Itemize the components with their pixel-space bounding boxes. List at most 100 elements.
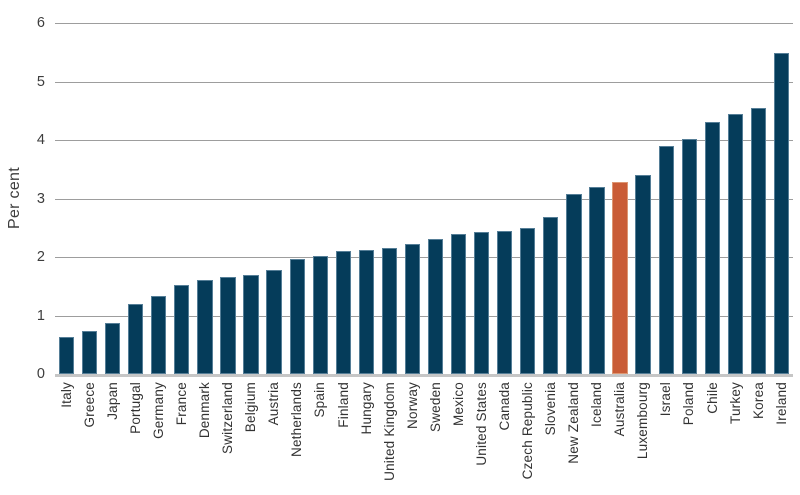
bar-slot: [562, 23, 585, 374]
bar-slot: [55, 23, 78, 374]
bar-slot: [424, 23, 447, 374]
x-axis-label: Netherlands: [289, 382, 305, 457]
y-tick-label: 4: [36, 132, 45, 149]
bar-finland: [335, 250, 351, 374]
y-tick-label: 1: [36, 307, 45, 324]
x-axis-label: Portugal: [127, 382, 143, 434]
bar-new-zealand: [566, 193, 582, 374]
bar-greece: [81, 331, 98, 374]
x-label-slot: Australia: [609, 382, 632, 436]
bar-slot: [747, 23, 770, 374]
gridline: [55, 23, 793, 24]
bar-slot: [770, 23, 793, 374]
x-axis-label: Iceland: [589, 382, 605, 427]
x-label-slot: Chile: [701, 382, 724, 414]
bar-slot: [632, 23, 655, 374]
x-label-slot: Italy: [55, 382, 78, 408]
bar-switzerland: [220, 277, 236, 374]
bar-austria: [266, 270, 282, 374]
bar-slot: [332, 23, 355, 374]
bar-germany: [151, 295, 167, 374]
bar-hungary: [358, 249, 374, 374]
bar-slot: [147, 23, 170, 374]
bar-slot: [263, 23, 286, 374]
x-axis-label: Poland: [681, 382, 697, 426]
x-axis-label: Luxembourg: [635, 382, 651, 460]
bar-slot: [286, 23, 309, 374]
bar-slot: [124, 23, 147, 374]
x-label-slot: Greece: [78, 382, 101, 427]
bar-iceland: [589, 187, 605, 374]
bar-korea: [750, 108, 767, 374]
bars-row: [55, 23, 793, 374]
bar-israel: [658, 146, 674, 374]
y-tick-label: 0: [36, 366, 45, 382]
x-axis-labels: Italy Greece Japan Portugal Germany France Den…: [55, 382, 793, 481]
x-axis-label: Israel: [658, 382, 674, 417]
bar-slot: [516, 23, 539, 374]
bar-slot: [701, 23, 724, 374]
bar-slot: [678, 23, 701, 374]
gridline: [55, 198, 793, 200]
gridline: [55, 81, 793, 83]
x-axis-label: Mexico: [450, 382, 466, 426]
bar-slot: [170, 23, 193, 374]
bar-norway: [404, 244, 421, 374]
x-label-slot: Denmark: [193, 382, 216, 438]
x-axis-label: Spain: [312, 382, 328, 418]
x-axis-label: Ireland: [773, 382, 789, 425]
bar-slovenia: [543, 216, 559, 374]
x-axis-label: Czech Republic: [520, 382, 536, 480]
x-axis-label: Germany: [151, 382, 167, 439]
bar-japan: [105, 322, 121, 374]
bar-france: [174, 285, 190, 374]
bar-slot: [193, 23, 216, 374]
x-axis-label: Sweden: [427, 382, 443, 432]
x-label-slot: Austria: [263, 382, 286, 425]
gridline: [55, 257, 793, 259]
x-label-slot: United Kingdom: [378, 382, 401, 481]
x-label-slot: Germany: [147, 382, 170, 439]
bar-spain: [312, 256, 328, 374]
bar-poland: [681, 138, 697, 374]
x-axis-label: Japan: [104, 382, 120, 420]
x-label-slot: Korea: [747, 382, 770, 419]
bar-united-states: [474, 232, 490, 374]
x-axis-label: Switzerland: [220, 382, 236, 454]
x-label-slot: Sweden: [424, 382, 447, 432]
bar-slot: [378, 23, 401, 374]
bar-slot: [470, 23, 493, 374]
y-tick-label: 3: [36, 190, 45, 207]
bar-ireland: [773, 53, 790, 374]
x-axis-label: United States: [473, 382, 489, 466]
x-axis-label: Italy: [58, 382, 74, 408]
bar-chile: [704, 122, 720, 374]
x-label-slot: Norway: [401, 382, 424, 429]
x-axis-label: Canada: [496, 382, 512, 431]
x-label-slot: Israel: [655, 382, 678, 416]
y-tick-label: 5: [36, 73, 45, 90]
bar-slot: [609, 23, 632, 374]
bar-slot: [240, 23, 263, 374]
gridline: [55, 140, 793, 142]
bar-slot: [447, 23, 470, 374]
x-axis-label: Finland: [335, 382, 351, 428]
x-label-slot: France: [170, 382, 193, 425]
x-axis-label: Greece: [81, 382, 97, 428]
x-label-slot: United States: [470, 382, 493, 466]
x-axis-label: Chile: [704, 382, 720, 414]
y-tick-label: 2: [36, 249, 45, 266]
gridline: [55, 315, 793, 317]
x-axis-label: France: [174, 382, 190, 426]
bar-slot: [655, 23, 678, 374]
bar-denmark: [197, 279, 213, 374]
x-label-slot: Iceland: [585, 382, 608, 427]
bar-netherlands: [289, 258, 305, 374]
y-axis-ticks: 0 1 2 3 4 5 6: [0, 15, 45, 382]
bar-luxembourg: [635, 175, 651, 374]
bar-slot: [101, 23, 124, 374]
x-axis-label: Turkey: [727, 382, 743, 424]
bar-portugal: [128, 304, 144, 374]
bar-slot: [585, 23, 608, 374]
bar-slot: [539, 23, 562, 374]
